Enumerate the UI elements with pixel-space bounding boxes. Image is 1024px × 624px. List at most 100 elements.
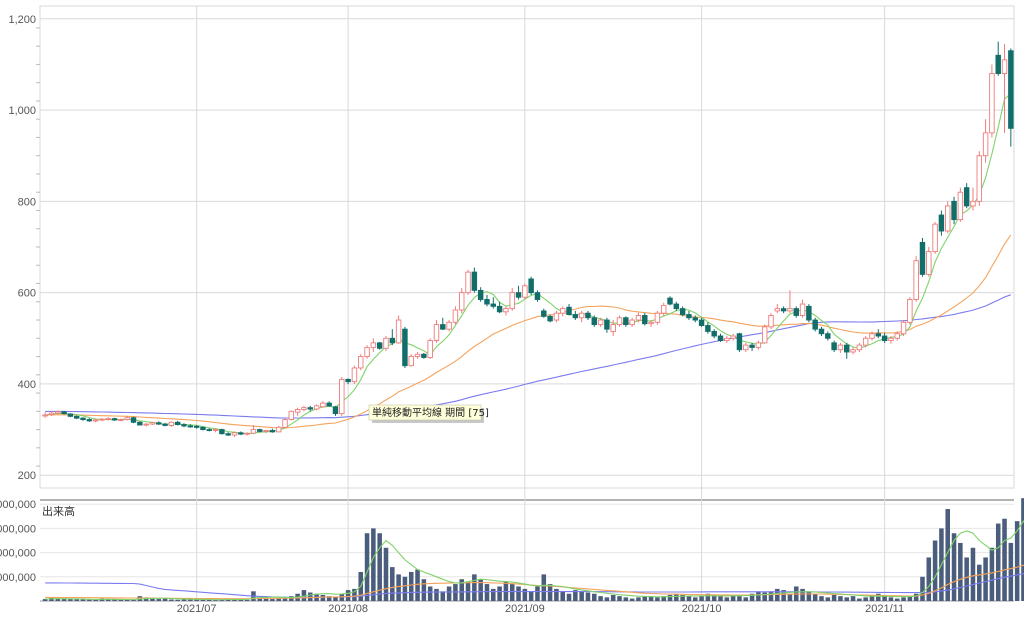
date-tick-label: 2021/11 (865, 603, 904, 615)
volume-bar (238, 599, 244, 601)
candle-body (995, 54, 1001, 75)
candle-body (806, 305, 812, 321)
candle-body (578, 312, 585, 319)
candle-body (130, 417, 137, 423)
volume-bars (42, 498, 1024, 601)
price-tick-label: 400 (18, 379, 36, 391)
volume-bar (118, 599, 124, 601)
candle-body (149, 422, 156, 425)
volume-bar (667, 594, 673, 601)
candle-body (313, 405, 320, 410)
candle-body (547, 315, 553, 322)
candle-body (743, 344, 749, 351)
volume-bar (926, 557, 932, 601)
volume-bar (655, 597, 660, 601)
candle-body (648, 321, 654, 325)
volume-bar (812, 593, 818, 601)
candle-body (440, 324, 446, 330)
candle-body (888, 337, 894, 342)
volume-bar (541, 574, 547, 601)
candle-body (787, 308, 793, 312)
candle-body (667, 297, 673, 305)
candle-body (559, 308, 566, 314)
candle-body (137, 421, 143, 426)
volume-bar (894, 598, 900, 601)
candle-body (616, 317, 623, 326)
candle-body (402, 328, 408, 367)
volume-bar (188, 598, 193, 601)
candle-body (92, 419, 99, 422)
candle-body (433, 324, 440, 342)
candle-body (427, 340, 433, 358)
volume-bar (162, 598, 168, 601)
volume-bar (554, 588, 559, 601)
candle-body (831, 342, 837, 351)
candle-body (351, 367, 358, 383)
volume-bar (87, 599, 92, 601)
volume-bar (674, 593, 679, 601)
date-tick-label: 2021/08 (328, 603, 368, 615)
volume-bar (1002, 518, 1007, 601)
volume-bar (711, 594, 717, 601)
volume-bar (648, 596, 654, 601)
candle-body (945, 205, 951, 232)
candle-body (679, 308, 686, 316)
candle-body (541, 310, 547, 317)
volume-bar (383, 547, 389, 601)
candle-body (55, 411, 61, 414)
volume-bar (509, 584, 515, 601)
volume-bar (762, 592, 767, 601)
candle-body (446, 321, 452, 330)
volume-bar (74, 599, 79, 601)
candle-body (698, 319, 705, 326)
volume-bar (491, 588, 496, 601)
price-moving-averages (45, 93, 1012, 435)
candle-body (812, 319, 818, 330)
candle-body (919, 241, 926, 275)
volume-bar (756, 591, 761, 601)
candle-body (181, 424, 187, 427)
volume-bar (124, 599, 130, 601)
volume-bar (920, 576, 925, 601)
volume-bar (863, 597, 868, 601)
candle-body (686, 314, 692, 319)
candle-body (389, 337, 396, 344)
candle-body (566, 306, 572, 316)
candle-body (926, 251, 932, 275)
volume-bar (421, 579, 427, 601)
ma-long-line (45, 294, 1011, 419)
candle-body (585, 312, 591, 319)
candle-body (421, 353, 427, 358)
volume-bar (55, 598, 61, 601)
price-tick-label: 800 (18, 196, 36, 208)
candle-body (212, 429, 219, 432)
volume-bar (143, 597, 149, 601)
candle-body (294, 409, 301, 413)
candle-body (528, 278, 534, 294)
volume-bar (282, 598, 288, 601)
volume-bar (408, 571, 414, 601)
volume-bar (806, 591, 812, 601)
candle-body (862, 337, 869, 346)
ma-mid-line (45, 234, 1012, 429)
volume-bar (692, 597, 698, 601)
volume-bar (446, 586, 452, 601)
volume-bar (743, 597, 749, 601)
price-panel-frame (39, 5, 1015, 489)
volume-bar (932, 540, 938, 601)
date-axis: 2021/072021/082021/092021/102021/112021/… (177, 603, 904, 615)
candle-body (124, 417, 130, 420)
candle-body (749, 344, 755, 348)
candle-body (793, 308, 799, 316)
candle-body (174, 421, 181, 426)
volume-bar (528, 591, 534, 601)
volume-bar (181, 599, 187, 601)
candle-body (642, 315, 648, 325)
volume-bar (680, 594, 685, 601)
volume-bar (913, 593, 919, 601)
candlesticks[interactable] (42, 41, 1014, 437)
volume-bar (68, 599, 73, 601)
candle-body (970, 200, 976, 207)
volume-bar (112, 599, 117, 601)
candle-body (162, 423, 168, 426)
